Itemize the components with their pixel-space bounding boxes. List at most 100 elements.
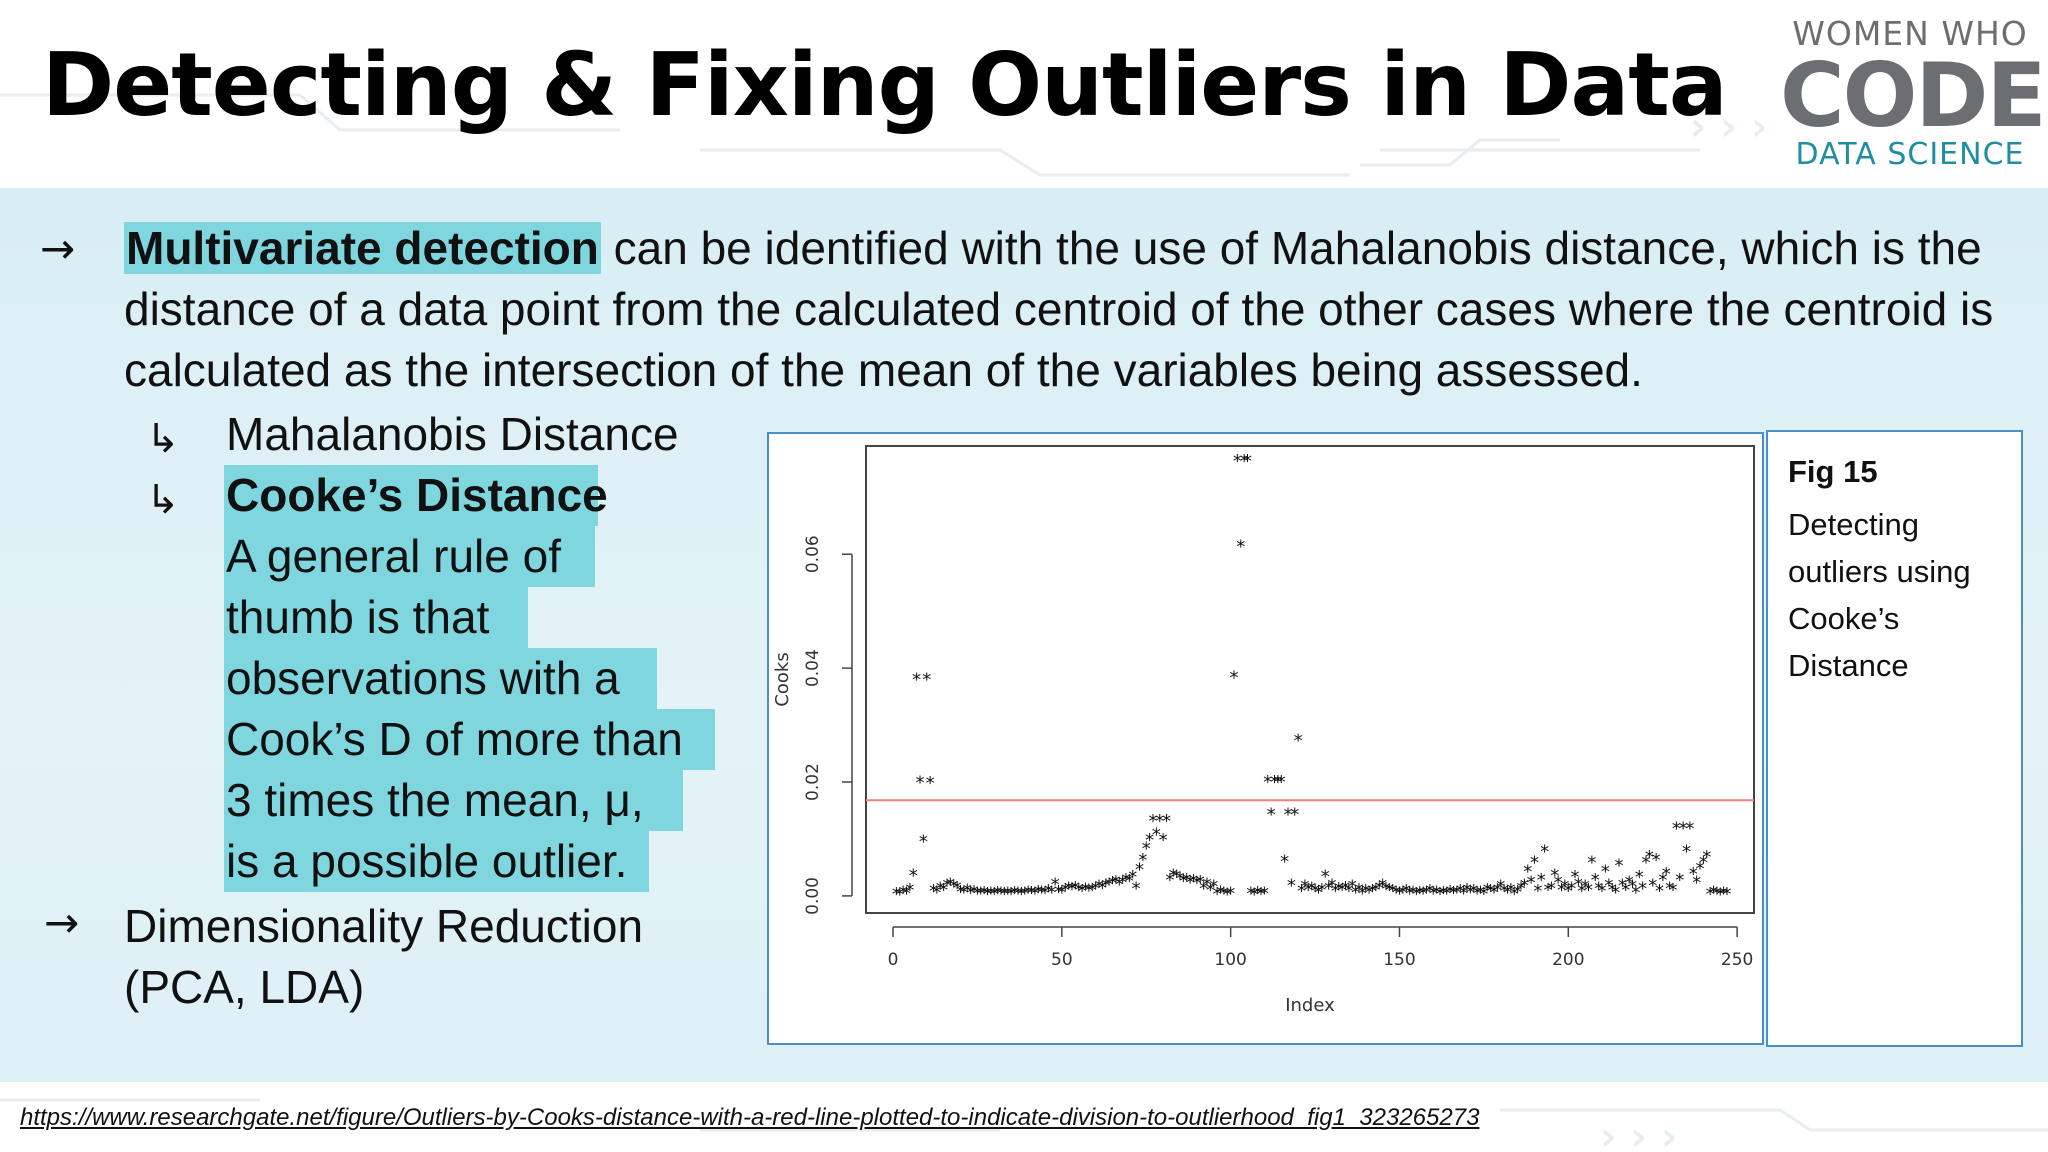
data-point: * <box>1641 853 1650 874</box>
data-point: * <box>939 880 948 901</box>
data-point: * <box>986 883 995 904</box>
data-point: * <box>1392 882 1401 903</box>
data-point: * <box>1365 882 1374 903</box>
data-point: * <box>1692 873 1701 894</box>
highlight-block <box>224 709 715 770</box>
data-point: * <box>936 878 945 899</box>
data-point: * <box>946 874 955 895</box>
data-point: * <box>1253 883 1262 904</box>
data-point: * <box>1003 883 1012 904</box>
data-point: * <box>1608 880 1617 901</box>
data-point: * <box>1047 882 1056 903</box>
data-point: * <box>1054 882 1063 903</box>
data-point: * <box>892 884 901 905</box>
data-point: * <box>1476 882 1485 903</box>
data-point: * <box>1192 873 1201 894</box>
data-point: * <box>1368 881 1377 902</box>
data-point: * <box>1628 877 1637 898</box>
sub-bullet-cookes-distance: Cooke’s Distance <box>226 469 608 521</box>
data-point: * <box>1152 824 1161 845</box>
data-point: * <box>1466 882 1475 903</box>
data-point: * <box>1327 876 1336 897</box>
data-point: * <box>1429 883 1438 904</box>
data-point: * <box>1601 861 1610 882</box>
bullet-multivariate-text: Multivariate detection can be identified… <box>124 218 2024 401</box>
data-point: * <box>1712 883 1721 904</box>
data-point: * <box>1135 860 1144 881</box>
source-link[interactable]: https://www.researchgate.net/figure/Outl… <box>20 1104 1480 1131</box>
data-point: * <box>1449 883 1458 904</box>
data-point: * <box>1203 874 1212 895</box>
data-point: * <box>1493 880 1502 901</box>
data-point: * <box>1263 772 1272 793</box>
data-point: * <box>1398 882 1407 903</box>
data-point: * <box>1503 882 1512 903</box>
data-point: * <box>1574 874 1583 895</box>
data-point: * <box>983 884 992 905</box>
data-point: * <box>980 883 989 904</box>
data-point: * <box>1311 881 1320 902</box>
y-tick-label: 0.04 <box>803 649 823 687</box>
data-point: * <box>970 882 979 903</box>
data-point: * <box>1017 884 1026 905</box>
x-axis: 0 50 100 150 200 250 <box>888 926 1753 970</box>
data-point: * <box>1331 881 1340 902</box>
data-point: * <box>1027 883 1036 904</box>
data-point: * <box>1520 876 1529 897</box>
data-point: * <box>1699 853 1708 874</box>
data-point: * <box>1294 730 1303 751</box>
data-point: * <box>1361 881 1370 902</box>
data-point: * <box>1483 880 1492 901</box>
data-point: * <box>943 876 952 897</box>
caption-body: Detecting outliers using Cooke’s Distanc… <box>1788 507 1971 683</box>
data-point: * <box>966 883 975 904</box>
data-point: * <box>1689 864 1698 885</box>
data-point: * <box>1513 882 1522 903</box>
data-point: * <box>1226 883 1235 904</box>
data-point: * <box>1422 882 1431 903</box>
data-point: * <box>1378 876 1387 897</box>
data-point: * <box>1321 866 1330 887</box>
data-point: * <box>1199 878 1208 899</box>
data-point: * <box>1662 864 1671 885</box>
data-point: * <box>1064 878 1073 899</box>
data-point: * <box>973 883 982 904</box>
x-tick-label: 250 <box>1721 950 1753 970</box>
data-point: * <box>1658 870 1667 891</box>
x-tick-label: 200 <box>1552 950 1584 970</box>
caption-title: Fig 15 <box>1788 454 1878 489</box>
data-point: * <box>1277 772 1286 793</box>
data-point: * <box>949 877 958 898</box>
svg-text:› › ›: › › › <box>1690 104 1767 150</box>
data-point: * <box>1351 882 1360 903</box>
rule-line: 3 times the mean, μ, <box>226 774 644 826</box>
data-point: * <box>1284 804 1293 825</box>
data-point: * <box>1584 880 1593 901</box>
data-point: * <box>1371 880 1380 901</box>
data-point: * <box>1098 878 1107 899</box>
data-point: * <box>1189 871 1198 892</box>
data-point: * <box>1496 877 1505 898</box>
data-point: * <box>959 882 968 903</box>
data-point: * <box>1510 884 1519 905</box>
highlight-block <box>224 526 595 587</box>
data-point: * <box>1118 873 1127 894</box>
data-point: * <box>1587 853 1596 874</box>
data-point: * <box>1479 884 1488 905</box>
data-point: * <box>1560 877 1569 898</box>
data-point: * <box>1675 870 1684 891</box>
data-point: * <box>1348 877 1357 898</box>
data-point: * <box>1037 882 1046 903</box>
data-point: * <box>1446 882 1455 903</box>
turn-arrow-icon: ↳ <box>146 416 180 462</box>
data-point: * <box>1172 866 1181 887</box>
data-point: * <box>1706 884 1715 905</box>
data-point: * <box>1385 880 1394 901</box>
data-point: * <box>1722 884 1731 905</box>
bullet-multivariate-body: can be identified with the use of Mahala… <box>124 222 1994 396</box>
figure-caption: Fig 15 Detecting outliers using Cooke’s … <box>1766 430 2023 1047</box>
data-point: * <box>1145 830 1154 851</box>
data-point: * <box>902 883 911 904</box>
data-point: * <box>1614 856 1623 877</box>
